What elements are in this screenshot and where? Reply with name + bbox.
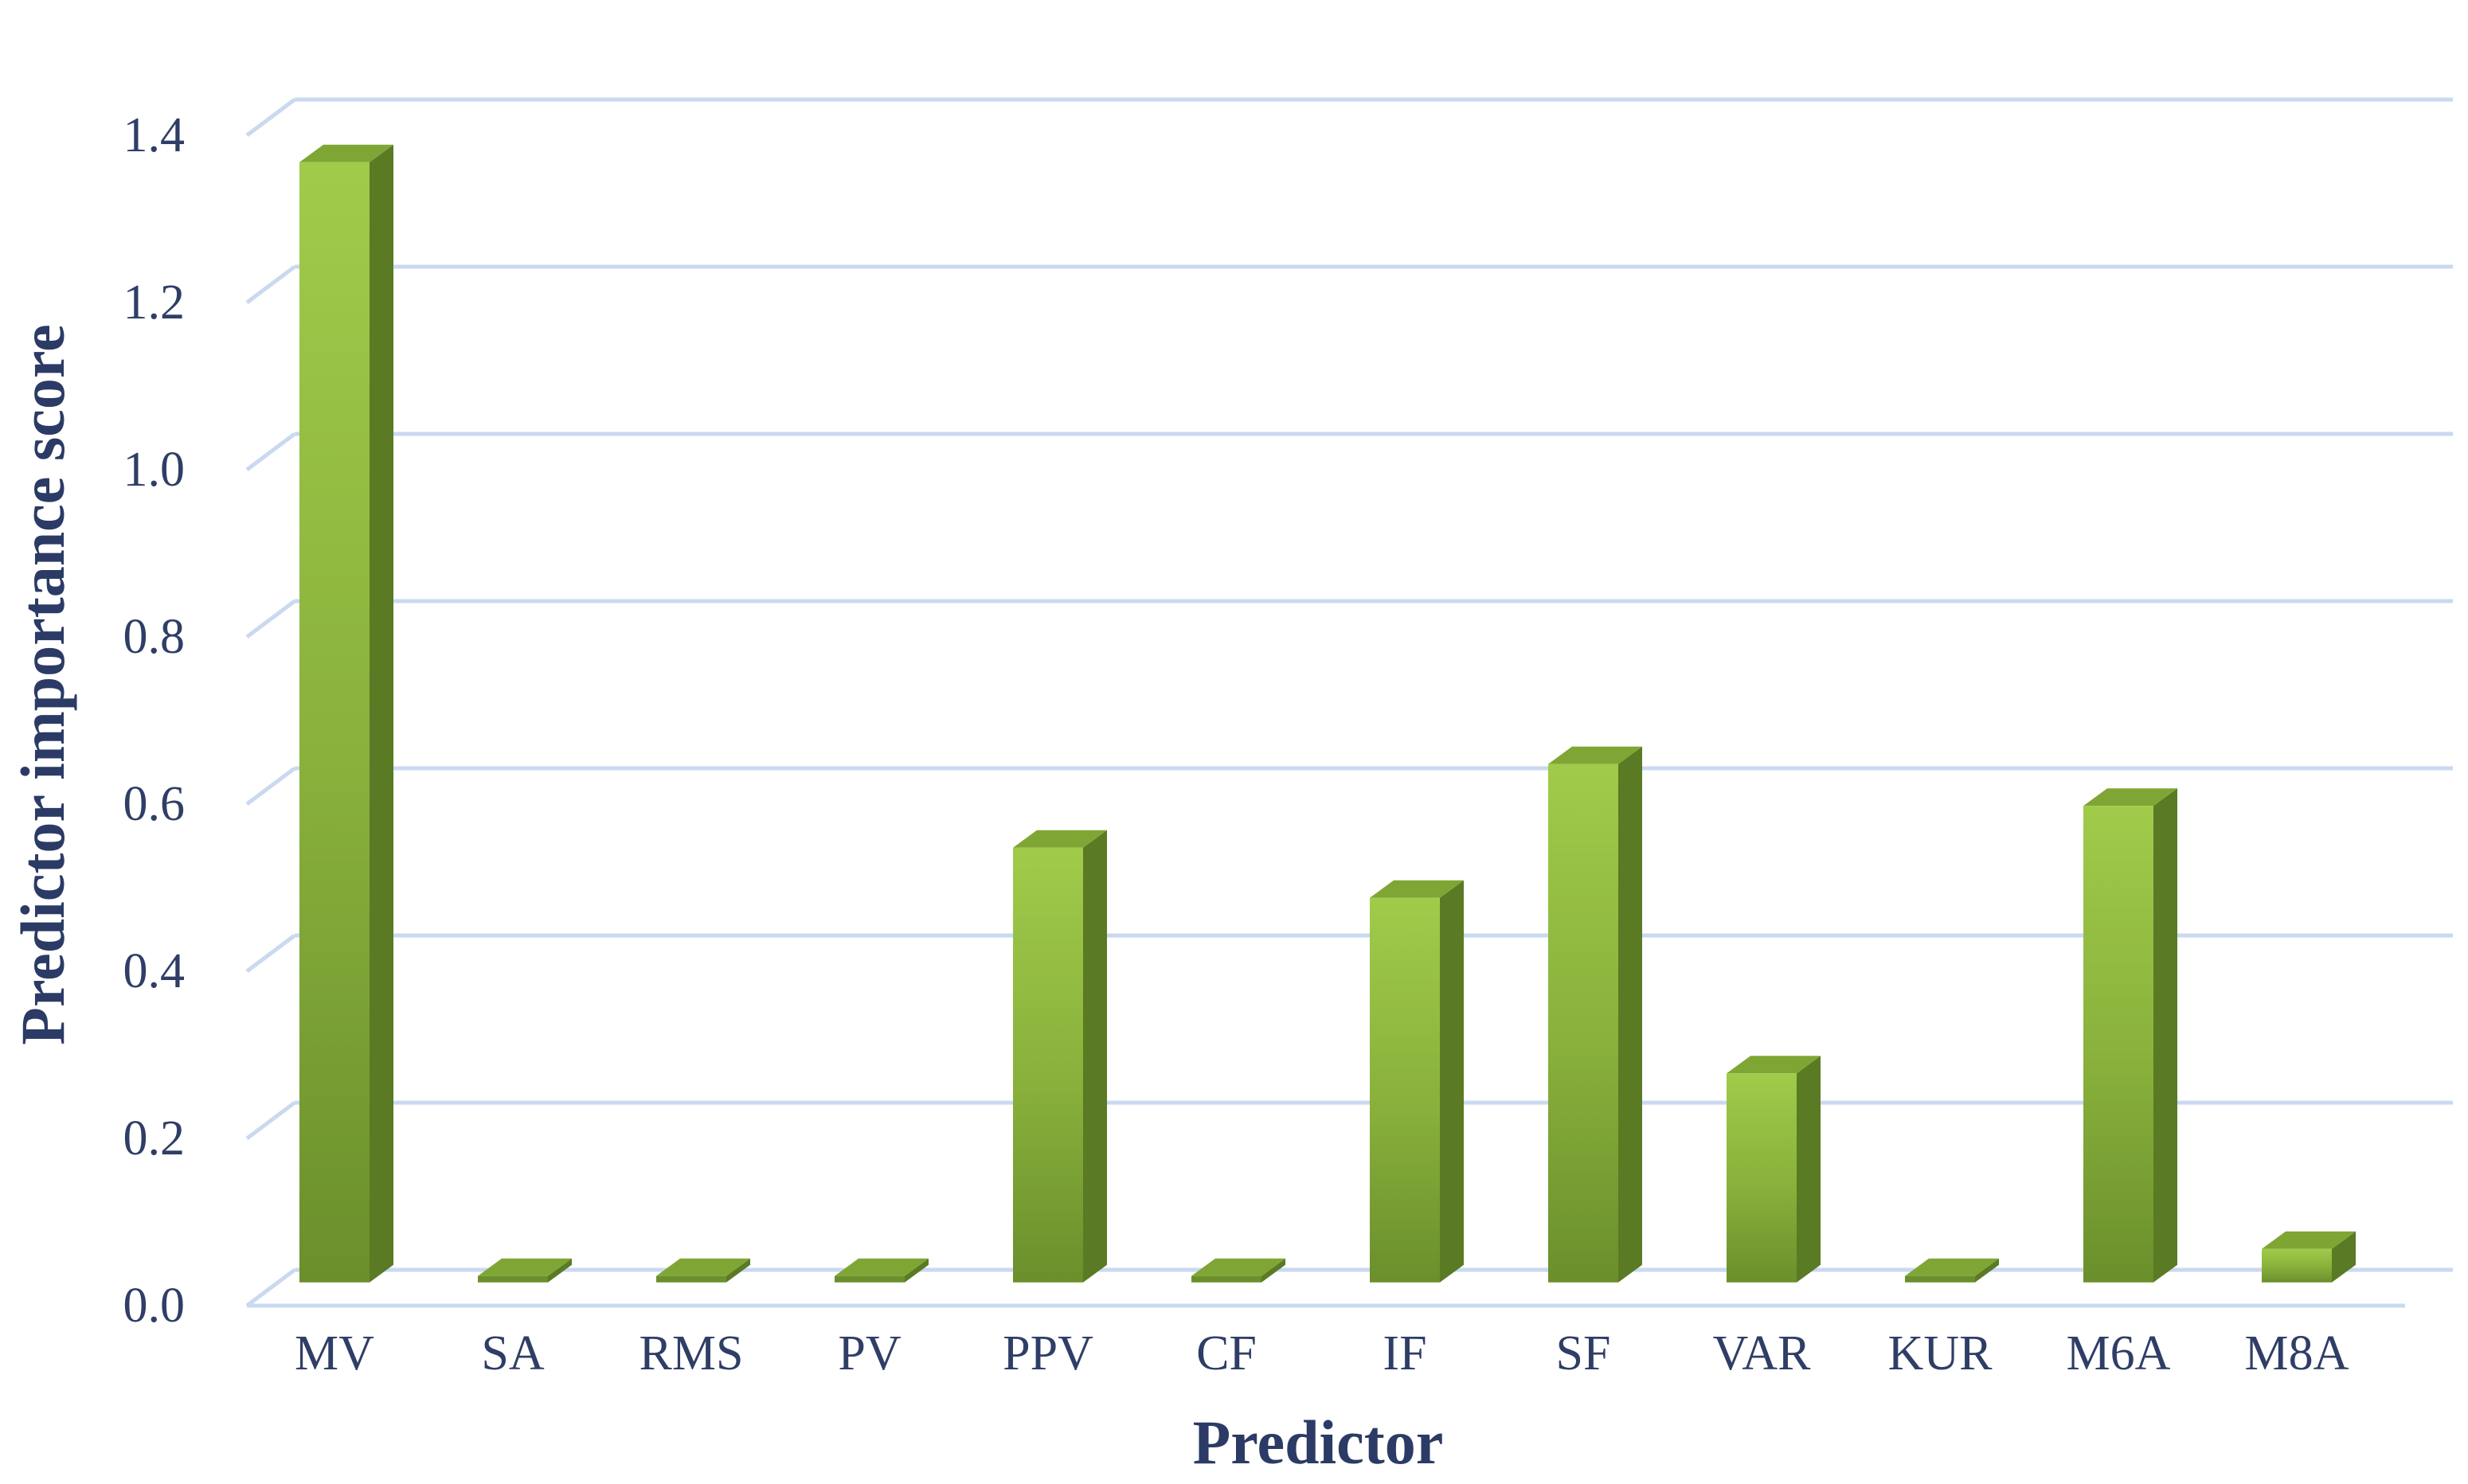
y-tick-label: 0.6 [123,777,186,831]
bar-top [1370,880,1464,898]
bar-side [370,144,393,1283]
bar-side [1618,746,1642,1283]
bar-top [656,1258,750,1276]
bar-front [835,1275,905,1283]
bar-top [2262,1231,2356,1249]
bar-kur [1905,1258,1999,1283]
bar-front [2262,1248,2332,1283]
y-tick-label: 0.4 [123,944,186,998]
bar-var [1727,1056,1821,1283]
x-tick-label: IF [1383,1326,1426,1381]
bar-front [299,162,370,1283]
bar-top [1905,1258,1999,1276]
gridline-depth [245,767,296,806]
bar-top [478,1258,572,1276]
bar-top [1727,1056,1821,1074]
bar-top [1548,746,1642,764]
y-tick-label: 1.2 [123,275,186,330]
x-tick-label: PPV [1003,1326,1093,1381]
bar-front [1905,1275,1975,1283]
bars [299,144,2356,1283]
gridline-depth [245,934,296,973]
bar-side [2153,788,2177,1283]
bar-front [1548,763,1618,1283]
bar-front [656,1275,726,1283]
bar-side [1975,1258,1999,1283]
bar-side [1797,1056,1821,1283]
bar-top [1013,830,1107,848]
x-tick-labels: MV SA RMS PV PPV CF IF SF VAR KUR M6A M8A [295,1326,2349,1381]
bar-front [1370,897,1440,1283]
bar-if [1370,880,1464,1283]
x-tick-label: MV [295,1326,374,1381]
bar-top [2083,788,2177,806]
y-tick-label: 1.4 [123,108,186,162]
bar-front [2083,806,2153,1283]
bar-top [835,1258,929,1276]
x-tick-label: CF [1196,1326,1257,1381]
bar-m6a [2083,788,2177,1283]
bar-front [1191,1275,1261,1283]
bar-side [905,1258,929,1283]
x-tick-label: SA [481,1326,544,1381]
bar-cf [1191,1258,1285,1283]
y-tick-label: 0.8 [123,610,186,664]
bar-side [2332,1231,2356,1283]
x-tick-label: RMS [639,1326,744,1381]
x-tick-label: PV [838,1326,901,1381]
x-axis-title: Predictor [1193,1408,1444,1477]
bar-front [1727,1073,1797,1283]
bar-front [1013,847,1083,1283]
x-tick-label: M6A [2067,1326,2171,1381]
y-tick-labels: 0.0 0.2 0.4 0.6 0.8 1.0 1.2 1.4 [123,108,186,1333]
y-tick-label: 1.0 [123,443,186,497]
y-tick-label: 0.2 [123,1111,186,1166]
bar-pv [835,1258,929,1283]
gridline-depth [245,432,296,471]
bar-sa [478,1258,572,1283]
bar-side [726,1258,750,1283]
bar-side [1261,1258,1285,1283]
x-tick-label: SF [1556,1326,1611,1381]
bar-side [548,1258,572,1283]
y-tick-label: 0.0 [123,1279,186,1333]
bar-ppv [1013,830,1107,1283]
bar-mv [299,144,393,1283]
gridline-depth [245,1268,296,1307]
gridline-depth [245,98,296,137]
bar-m8a [2262,1231,2356,1283]
gridline-depth [245,1101,296,1140]
bar-sf [1548,746,1642,1283]
bar-top [299,144,393,162]
gridline-depth [245,265,296,304]
x-tick-label: KUR [1888,1326,1993,1381]
bar-side [1440,880,1464,1283]
x-tick-label: M8A [2245,1326,2349,1381]
gridline-depth [245,599,296,639]
bar-top [1191,1258,1285,1276]
y-axis-title: Predictor importance score [8,324,77,1045]
bar-front [478,1275,548,1283]
bar-rms [656,1258,750,1283]
bar-side [1083,830,1107,1283]
x-tick-label: VAR [1713,1326,1812,1381]
